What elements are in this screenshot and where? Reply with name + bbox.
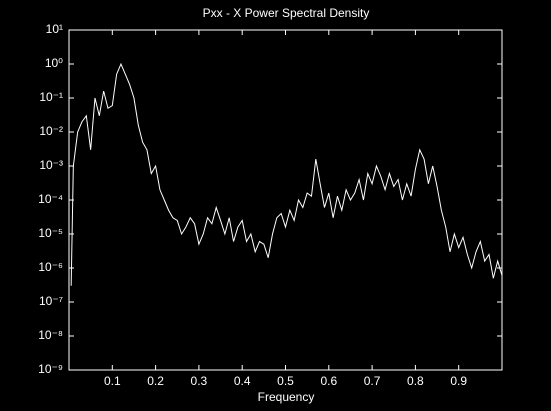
x-tick-label: 0.1 [104,374,121,388]
y-tick-label: 10⁻³ [39,158,63,172]
y-tick-label: 10⁻⁹ [38,362,63,376]
x-tick-label: 0.6 [320,374,337,388]
y-tick-label: 10⁻² [39,124,63,138]
y-tick-label: 10⁻⁷ [39,294,63,308]
x-tick-label: 0.3 [191,374,208,388]
x-axis-label: Frequency [258,390,315,404]
x-tick-label: 0.7 [364,374,381,388]
spectrum-line [70,62,503,286]
y-tick-label: 10⁻¹ [39,90,63,104]
x-tick-label: 0.8 [407,374,424,388]
y-tick-label: 10⁻⁴ [38,192,63,206]
y-tick-label: 10¹ [46,22,63,36]
chart-title: Pxx - X Power Spectral Density [203,6,370,20]
x-tick-label: 0.4 [234,374,251,388]
x-tick-label: 0.5 [277,374,294,388]
y-tick-label: 10⁻⁸ [38,328,63,342]
x-tick-label: 0.9 [450,374,467,388]
y-tick-label: 10⁰ [45,56,63,70]
y-tick-label: 10⁻⁶ [38,260,63,274]
x-tick-label: 0.2 [147,374,164,388]
y-tick-label: 10⁻⁵ [38,226,63,240]
